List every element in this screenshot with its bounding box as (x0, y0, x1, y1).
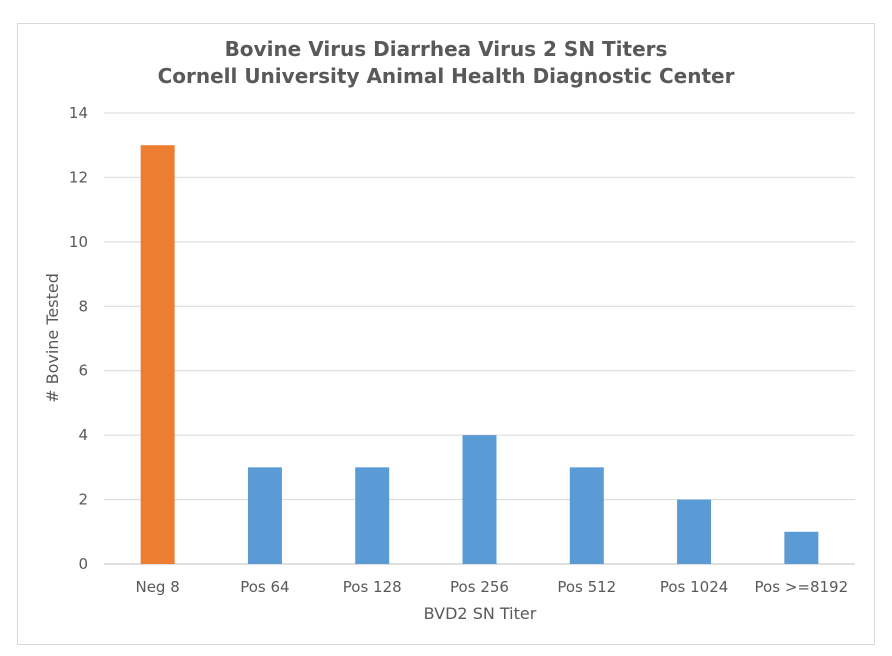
y-tick-label: 8 (78, 297, 88, 315)
x-tick-label: Pos 256 (450, 578, 509, 596)
y-tick-label: 14 (69, 104, 88, 122)
x-tick-labels: Neg 8 Pos 64 Pos 128 Pos 256 Pos 512 Pos 1024… (135, 578, 848, 596)
bar (140, 145, 175, 564)
y-tick-label: 4 (78, 426, 88, 444)
bar (677, 499, 712, 564)
y-tick-labels: 0 2 4 6 8 10 12 14 (69, 104, 88, 573)
x-tick-label: Pos 512 (557, 578, 616, 596)
y-tick-label: 6 (78, 362, 88, 380)
y-tick-label: 12 (69, 168, 88, 186)
y-tick-label: 2 (78, 491, 88, 509)
y-axis-title: # Bovine Tested (43, 273, 62, 403)
x-tick-label: Pos 128 (343, 578, 402, 596)
chart-subtitle: Cornell University Animal Health Diagnos… (157, 64, 735, 88)
x-tick-label: Neg 8 (135, 578, 179, 596)
bar (462, 435, 497, 564)
bars (140, 145, 819, 564)
x-tick-label: Pos >=8192 (755, 578, 849, 596)
y-tick-label: 0 (78, 555, 88, 573)
x-axis-title: BVD2 SN Titer (424, 604, 537, 623)
chart-title: Bovine Virus Diarrhea Virus 2 SN Titers (224, 37, 668, 61)
y-tick-label: 10 (69, 233, 88, 251)
chart-title-block: Bovine Virus Diarrhea Virus 2 SN Titers … (0, 36, 892, 90)
bar (784, 531, 819, 564)
x-tick-label: Pos 64 (240, 578, 289, 596)
x-tick-label: Pos 1024 (660, 578, 728, 596)
bar (355, 467, 390, 564)
bar (247, 467, 282, 564)
bar (569, 467, 604, 564)
